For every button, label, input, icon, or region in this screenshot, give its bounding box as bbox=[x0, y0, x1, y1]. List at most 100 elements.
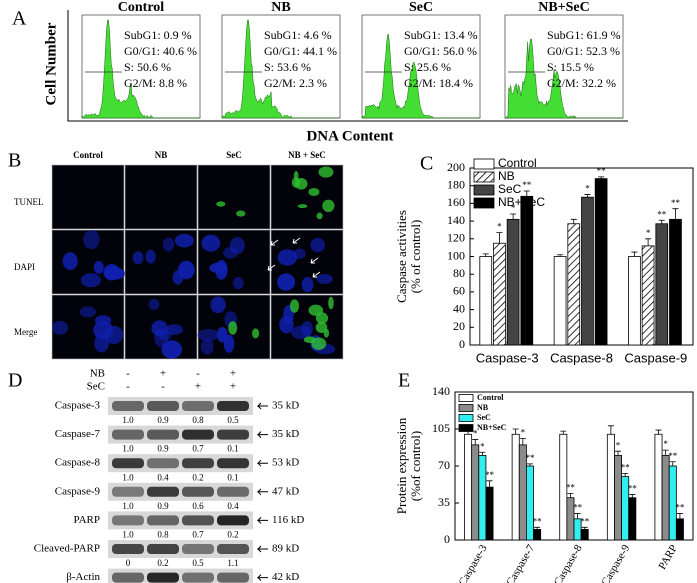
nucleus bbox=[161, 340, 183, 359]
stat-text: S: 15.5 % bbox=[547, 60, 594, 74]
error-bar bbox=[662, 449, 669, 456]
y-tick-label: 200 bbox=[447, 160, 465, 174]
bar bbox=[655, 223, 669, 346]
nucleus bbox=[103, 264, 121, 281]
nucleus bbox=[209, 262, 228, 274]
bar bbox=[526, 465, 534, 541]
tunel-signal bbox=[316, 212, 323, 220]
treatment-sign: - bbox=[126, 381, 130, 393]
band-density: 0.7 bbox=[192, 529, 204, 539]
y-tick-label: 60 bbox=[453, 284, 465, 298]
arrow bbox=[256, 431, 268, 438]
x-tick-label: Caspase-7 bbox=[504, 542, 537, 583]
error-bar bbox=[512, 428, 519, 435]
error-bar bbox=[557, 254, 564, 257]
error-bar bbox=[479, 451, 486, 456]
band-density: 0.6 bbox=[192, 501, 204, 511]
y-axis-label: (% of control) bbox=[408, 220, 423, 294]
bar bbox=[641, 245, 655, 346]
y-tick-label: 120 bbox=[447, 231, 465, 245]
tunel-signal bbox=[318, 166, 334, 178]
blot-band bbox=[182, 544, 214, 554]
tunel-signal bbox=[252, 328, 260, 339]
nucleus bbox=[200, 338, 214, 355]
bar bbox=[553, 256, 567, 346]
error-bar bbox=[519, 438, 526, 445]
significance-mark: * bbox=[521, 428, 526, 438]
nucleus bbox=[210, 296, 226, 314]
nucleus bbox=[80, 273, 101, 288]
significance-mark: ** bbox=[525, 453, 535, 463]
error-bar bbox=[486, 480, 493, 488]
y-tick-label: 80 bbox=[453, 266, 465, 280]
blot-name: Caspase-7 bbox=[55, 428, 101, 440]
blot-band bbox=[182, 401, 214, 411]
stat-text: G0/G1: 56.0 % bbox=[404, 44, 477, 58]
x-tick-label: PARP bbox=[656, 543, 680, 572]
error-bar bbox=[526, 463, 533, 466]
bar bbox=[606, 433, 615, 541]
legend-label: Control bbox=[498, 156, 537, 170]
tunel-signal bbox=[311, 337, 327, 350]
x-tick-label: Caspase-3 bbox=[476, 350, 539, 365]
blot-band bbox=[217, 429, 249, 440]
significance-mark: ** bbox=[657, 209, 667, 219]
histogram-title: SeC bbox=[409, 0, 433, 15]
treatment-sign: - bbox=[126, 368, 130, 380]
tunel-signal bbox=[294, 178, 308, 190]
nucleus bbox=[277, 273, 296, 291]
blot-size: 35 kD bbox=[272, 428, 299, 440]
x-axis-label: DNA Content bbox=[306, 128, 393, 144]
bar bbox=[533, 529, 542, 541]
panel-label: A bbox=[12, 8, 27, 30]
error-bar bbox=[570, 218, 577, 224]
stat-text: SubG1: 4.6 % bbox=[264, 28, 332, 42]
blot-size: 42 kD bbox=[272, 571, 299, 583]
significance-mark: * bbox=[511, 203, 516, 213]
blot-band bbox=[217, 401, 249, 411]
tunel-signal bbox=[315, 321, 328, 333]
histogram-title: NB bbox=[271, 0, 290, 15]
row-header: TUNEL bbox=[14, 197, 44, 207]
arrow bbox=[312, 271, 321, 278]
y-tick-label: 100 bbox=[447, 248, 465, 262]
blot-band bbox=[147, 458, 179, 469]
nucleus bbox=[201, 234, 221, 252]
error-bar bbox=[607, 425, 614, 435]
error-bar bbox=[629, 494, 636, 498]
arrow bbox=[256, 517, 268, 524]
nucleus bbox=[154, 328, 169, 348]
nucleus bbox=[132, 251, 144, 265]
bar bbox=[520, 195, 534, 346]
histogram-frame bbox=[221, 14, 341, 119]
legend-label: NB+SeC bbox=[477, 423, 507, 432]
arrow bbox=[256, 545, 268, 553]
bar bbox=[661, 455, 670, 541]
significance-mark: ** bbox=[580, 516, 590, 526]
band-density: 0.9 bbox=[157, 415, 169, 425]
treatment-sign: + bbox=[230, 381, 236, 393]
blot-band bbox=[112, 429, 144, 440]
blot-band bbox=[182, 458, 214, 469]
blot-band bbox=[147, 572, 179, 583]
nucleus bbox=[93, 260, 104, 274]
axis-frame bbox=[67, 10, 628, 122]
micrograph bbox=[197, 164, 271, 230]
blot-band bbox=[217, 515, 249, 526]
tunel-signal bbox=[297, 204, 308, 209]
treatment-sign: + bbox=[195, 381, 201, 393]
blot-band bbox=[112, 486, 144, 497]
bar bbox=[479, 256, 493, 346]
band-density: 0.9 bbox=[157, 501, 169, 511]
tunel-signal bbox=[308, 304, 324, 316]
legend-swatch bbox=[473, 171, 495, 183]
tunel-signal bbox=[228, 321, 238, 335]
bar bbox=[654, 433, 663, 541]
nucleus bbox=[83, 229, 100, 250]
nucleus bbox=[216, 326, 228, 343]
legend-swatch bbox=[473, 197, 495, 209]
treatment-sign: + bbox=[160, 368, 166, 380]
band-density: 0.5 bbox=[192, 558, 204, 568]
band-density: 1.1 bbox=[227, 558, 238, 568]
